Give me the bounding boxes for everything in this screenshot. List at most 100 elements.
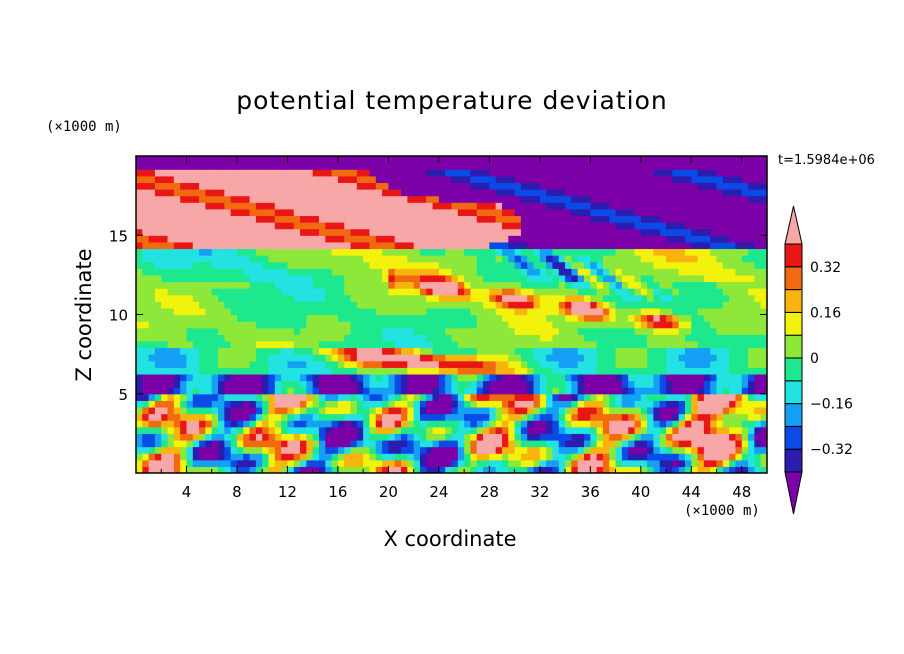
field-cell (262, 215, 270, 223)
field-cell (274, 433, 282, 441)
field-cell (520, 222, 528, 230)
field-cell (508, 288, 516, 296)
field-cell (741, 255, 749, 263)
field-cell (401, 380, 408, 388)
field-cell (432, 340, 440, 349)
field-cell (615, 354, 623, 362)
field-cell (470, 373, 478, 382)
field-cell (729, 301, 737, 309)
field-cell (527, 321, 535, 329)
field-cell (394, 420, 402, 428)
field-cell (274, 162, 282, 170)
field-cell (489, 195, 497, 203)
field-cell (369, 281, 377, 289)
field-cell (729, 162, 737, 170)
field-cell (640, 367, 648, 375)
field-cell (154, 195, 162, 203)
field-cell (375, 373, 383, 382)
field-cell (243, 413, 251, 421)
field-cell (672, 222, 680, 230)
field-cell (356, 387, 364, 395)
field-cell (546, 439, 554, 448)
field-cell (318, 446, 326, 454)
field-cell (331, 327, 339, 335)
field-cell (533, 433, 541, 441)
field-cell (142, 169, 150, 177)
field-cell (344, 400, 352, 408)
field-cell (621, 228, 629, 236)
field-cell (350, 340, 358, 349)
field-cell (388, 327, 396, 335)
field-cell (640, 162, 648, 170)
field-cell (230, 169, 238, 177)
field-cell (722, 241, 730, 250)
field-cell (211, 261, 219, 269)
field-cell (710, 222, 718, 230)
field-cell (375, 400, 383, 408)
field-cell (596, 189, 604, 197)
field-cell (470, 255, 478, 263)
field-cell (495, 393, 503, 401)
field-cell (489, 215, 497, 223)
field-cell (224, 314, 232, 322)
field-cell (703, 321, 711, 329)
field-cell (684, 235, 692, 243)
field-cell (647, 327, 655, 335)
field-cell (331, 248, 339, 256)
field-cell (255, 400, 263, 408)
field-cell (268, 340, 276, 349)
field-cell (306, 334, 314, 342)
field-cell (199, 156, 207, 164)
field-cell (552, 334, 560, 342)
field-cell (577, 241, 585, 250)
field-cell (306, 420, 314, 428)
field-cell (438, 321, 446, 329)
field-cell (142, 261, 150, 269)
field-cell (552, 222, 560, 230)
field-cell (413, 235, 421, 243)
field-cell (748, 208, 755, 217)
field-cell (224, 202, 232, 210)
field-cell (722, 255, 730, 263)
field-cell (729, 195, 737, 203)
field-cell (722, 288, 730, 296)
field-cell (760, 215, 767, 223)
field-cell (426, 380, 434, 388)
field-cell (590, 426, 598, 434)
field-cell (457, 169, 465, 177)
field-cell (350, 466, 358, 473)
field-cell (325, 235, 333, 243)
field-cell (760, 327, 767, 335)
field-cell (375, 354, 383, 362)
field-cell (413, 162, 421, 170)
field-cell (527, 294, 535, 302)
field-cell (230, 202, 238, 210)
field-cell (729, 261, 737, 269)
field-cell (249, 248, 257, 256)
field-cell (722, 446, 730, 454)
field-cell (703, 446, 711, 454)
field-cell (596, 466, 604, 473)
field-cell (173, 156, 181, 164)
field-cell (306, 373, 314, 382)
field-cell (577, 274, 585, 283)
field-cell (432, 327, 440, 335)
field-cell (211, 380, 219, 388)
field-cell (628, 393, 636, 401)
field-cell (609, 294, 617, 302)
field-cell (388, 373, 396, 382)
field-cell (205, 420, 213, 428)
field-cell (445, 215, 453, 223)
field-cell (615, 222, 623, 230)
field-cell (337, 301, 345, 309)
field-cell (211, 453, 219, 461)
field-cell (710, 459, 718, 467)
field-cell (495, 175, 503, 184)
field-cell (672, 202, 680, 210)
field-cell (590, 373, 598, 382)
field-cell (369, 169, 377, 177)
field-cell (615, 307, 623, 316)
field-cell (495, 268, 503, 276)
field-cell (514, 373, 522, 382)
field-cell (552, 426, 560, 434)
